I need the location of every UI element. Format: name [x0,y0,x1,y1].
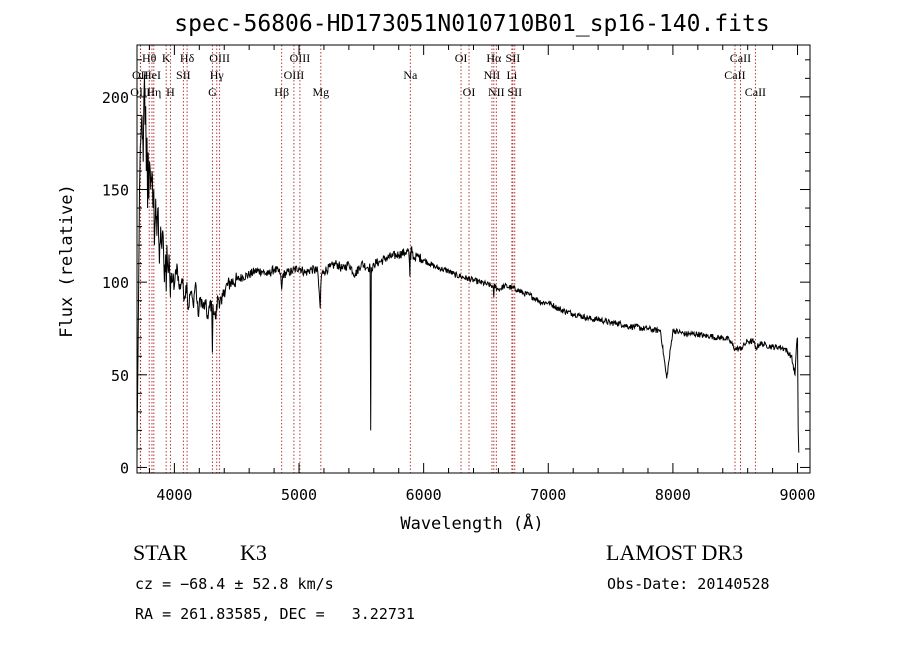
line-label-25: CaII [730,51,751,65]
series-layer [136,74,800,459]
x-tick-label: 9000 [779,486,815,504]
line-label-9: OIII [209,51,230,65]
x-axis: 4000 5000 6000 7000 8000 9000 [148,45,816,504]
spectral-line-markers [139,45,756,473]
plot-frame [136,44,811,474]
x-tick-label: 5000 [281,486,317,504]
x-tick-label: 4000 [156,486,192,504]
line-label-4: Hη [146,85,161,99]
line-label-22: Li [507,68,518,82]
y-tick-label: 150 [102,182,129,200]
line-label-15: Mg [312,85,329,99]
survey-name: LAMOST DR3 [606,540,743,565]
observation-date: Obs-Date: 20140528 [607,575,770,593]
y-axis-label: Flux (relative) [57,184,77,338]
line-label-5: K [162,51,171,65]
chart-title: spec-56806-HD173051N010710B01_sp16-140.f… [174,11,769,37]
line-label-1: OIII [130,85,151,99]
y-axis: 0 50 100 150 200 [102,59,810,477]
line-label-16: Na [403,68,418,82]
x-tick-label: 6000 [406,486,442,504]
line-label-12: OIII [290,51,311,65]
line-label-10: Hγ [210,68,225,82]
line-label-17: OI [455,51,468,65]
y-tick-label: 0 [120,459,129,477]
object-class: STAR [133,540,188,565]
line-label-20: SII [506,51,521,65]
line-label-26: CaII [724,68,745,82]
x-tick-label: 7000 [530,486,566,504]
line-label-21: NII [484,68,501,82]
series-line-0 [136,74,800,459]
line-label-24: SII [507,85,522,99]
redshift-cz: cz = −68.4 ± 52.8 km/s [135,575,334,593]
coordinates: RA = 261.83585, DEC = 3.22731 [135,605,415,623]
line-label-19: Hα [486,51,502,65]
x-axis-label: Wavelength (Å) [400,512,543,534]
line-label-14: Hβ [274,85,289,99]
line-label-8: Hδ [180,51,195,65]
line-label-18: OI [463,85,476,99]
y-tick-label: 200 [102,89,129,107]
line-label-23: NII [488,85,505,99]
line-label-27: CaII [745,85,766,99]
spectral-subclass: K3 [240,540,267,565]
line-label-6: SII [176,68,191,82]
y-tick-label: 100 [102,274,129,292]
line-label-7: H [166,85,175,99]
x-tick-label: 8000 [655,486,691,504]
line-label-2: Hθ [142,51,157,65]
line-label-13: OIII [284,68,305,82]
line-label-11: G [208,85,217,99]
y-tick-label: 50 [111,367,129,385]
line-label-3: HeI [143,68,161,82]
